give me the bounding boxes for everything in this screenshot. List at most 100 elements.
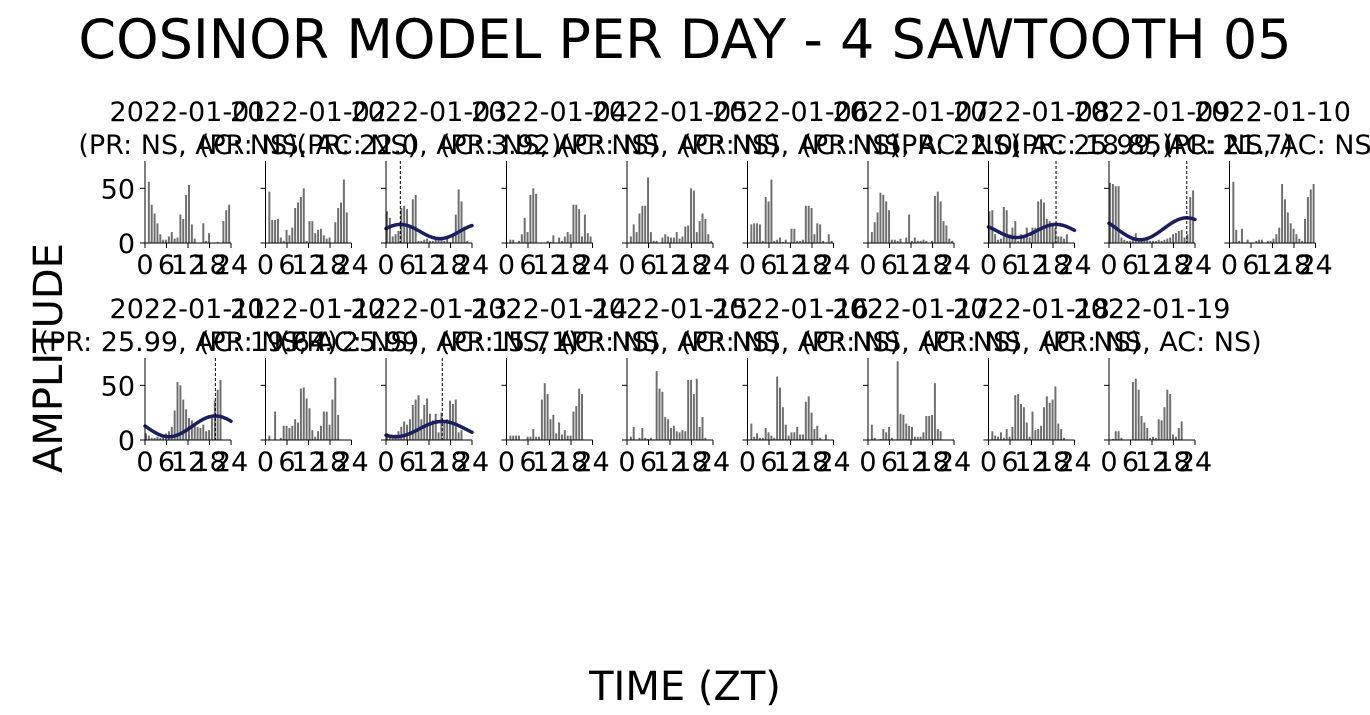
bar bbox=[185, 194, 188, 243]
bar bbox=[391, 236, 394, 243]
bar bbox=[328, 424, 331, 440]
bar bbox=[692, 394, 695, 440]
bar bbox=[1117, 186, 1120, 243]
panel-stats: (PR: NS, AC: NS) bbox=[681, 130, 900, 161]
bar bbox=[899, 238, 902, 243]
bar bbox=[208, 233, 211, 243]
panel-stats: (PR: NS, AC: NS) bbox=[801, 130, 1020, 161]
x-tick-label: 0 bbox=[498, 250, 515, 281]
bar bbox=[649, 232, 652, 243]
panel-stats: (PR: NS, AC: NS) bbox=[199, 327, 418, 358]
x-tick-label: 18 bbox=[674, 250, 708, 281]
bar bbox=[1034, 430, 1037, 440]
bar bbox=[440, 412, 443, 440]
bar bbox=[583, 214, 586, 243]
panel-stats: (PR: NS, AC: NS) bbox=[560, 130, 779, 161]
bar bbox=[199, 427, 202, 440]
bar bbox=[173, 410, 176, 440]
bar bbox=[294, 208, 297, 243]
bar bbox=[1169, 237, 1172, 243]
x-tick-label: 0 bbox=[377, 250, 394, 281]
x-tick-label: 6 bbox=[640, 250, 657, 281]
bar bbox=[644, 205, 647, 243]
bar bbox=[1286, 212, 1289, 243]
bar bbox=[710, 240, 713, 243]
bar bbox=[552, 414, 555, 440]
bar bbox=[764, 197, 767, 243]
bar bbox=[1022, 237, 1025, 243]
bar bbox=[873, 437, 876, 440]
bar bbox=[449, 400, 452, 440]
bar bbox=[638, 437, 641, 440]
bar bbox=[994, 234, 997, 243]
bar bbox=[153, 437, 156, 440]
bar bbox=[1031, 227, 1034, 243]
bar bbox=[1014, 221, 1017, 243]
bar bbox=[446, 236, 449, 243]
bar bbox=[457, 189, 460, 243]
x-tick-label: 18 bbox=[433, 250, 467, 281]
bar bbox=[632, 426, 635, 440]
bar bbox=[391, 437, 394, 440]
bar bbox=[1028, 436, 1031, 440]
bar bbox=[1129, 240, 1132, 243]
bar bbox=[334, 377, 337, 440]
bar bbox=[1048, 402, 1051, 440]
bar bbox=[687, 379, 690, 440]
bar bbox=[308, 408, 311, 440]
x-tick-label: 0 bbox=[980, 447, 997, 478]
bar bbox=[546, 394, 549, 440]
x-tick-label: 18 bbox=[192, 250, 226, 281]
x-tick-label: 24 bbox=[575, 250, 609, 281]
bar bbox=[162, 239, 165, 243]
bar bbox=[159, 437, 162, 440]
bar bbox=[649, 437, 652, 440]
bar bbox=[408, 419, 411, 440]
bar bbox=[403, 421, 406, 440]
bar bbox=[701, 213, 704, 243]
bar bbox=[999, 238, 1002, 243]
bar bbox=[460, 201, 463, 243]
bar bbox=[145, 433, 147, 440]
bar bbox=[319, 228, 322, 243]
bar bbox=[182, 218, 185, 243]
bar bbox=[882, 194, 885, 243]
bar bbox=[816, 223, 819, 243]
bar bbox=[1126, 240, 1129, 243]
bar bbox=[876, 212, 879, 243]
cosinor-curve bbox=[384, 222, 474, 241]
x-tick-label: 12 bbox=[532, 250, 566, 281]
bar bbox=[756, 433, 759, 440]
bar bbox=[819, 224, 822, 243]
bar bbox=[661, 391, 664, 440]
bar bbox=[931, 414, 934, 440]
bar bbox=[274, 411, 277, 440]
bar bbox=[297, 202, 299, 243]
bar bbox=[1235, 229, 1238, 243]
bar bbox=[216, 241, 219, 243]
x-tick-label: 0 bbox=[136, 250, 153, 281]
x-tick-label: 18 bbox=[313, 250, 347, 281]
bar bbox=[675, 431, 678, 440]
x-tick-label: 6 bbox=[1001, 447, 1018, 478]
bar bbox=[431, 240, 434, 243]
bar bbox=[558, 237, 561, 243]
bar bbox=[558, 422, 561, 440]
bar bbox=[773, 437, 776, 440]
bar bbox=[1166, 389, 1169, 440]
bar bbox=[890, 437, 893, 440]
panel-date: 2022-01-12 bbox=[230, 294, 387, 325]
bar bbox=[1031, 411, 1034, 440]
bar bbox=[916, 240, 919, 243]
bar bbox=[1051, 399, 1054, 440]
bar bbox=[563, 430, 566, 440]
bar bbox=[560, 240, 563, 243]
x-tick-label: 6 bbox=[1122, 250, 1139, 281]
x-axis-label: TIME (ZT) bbox=[588, 664, 781, 710]
panel-date: 2022-01-16 bbox=[712, 294, 869, 325]
bar bbox=[939, 201, 942, 243]
